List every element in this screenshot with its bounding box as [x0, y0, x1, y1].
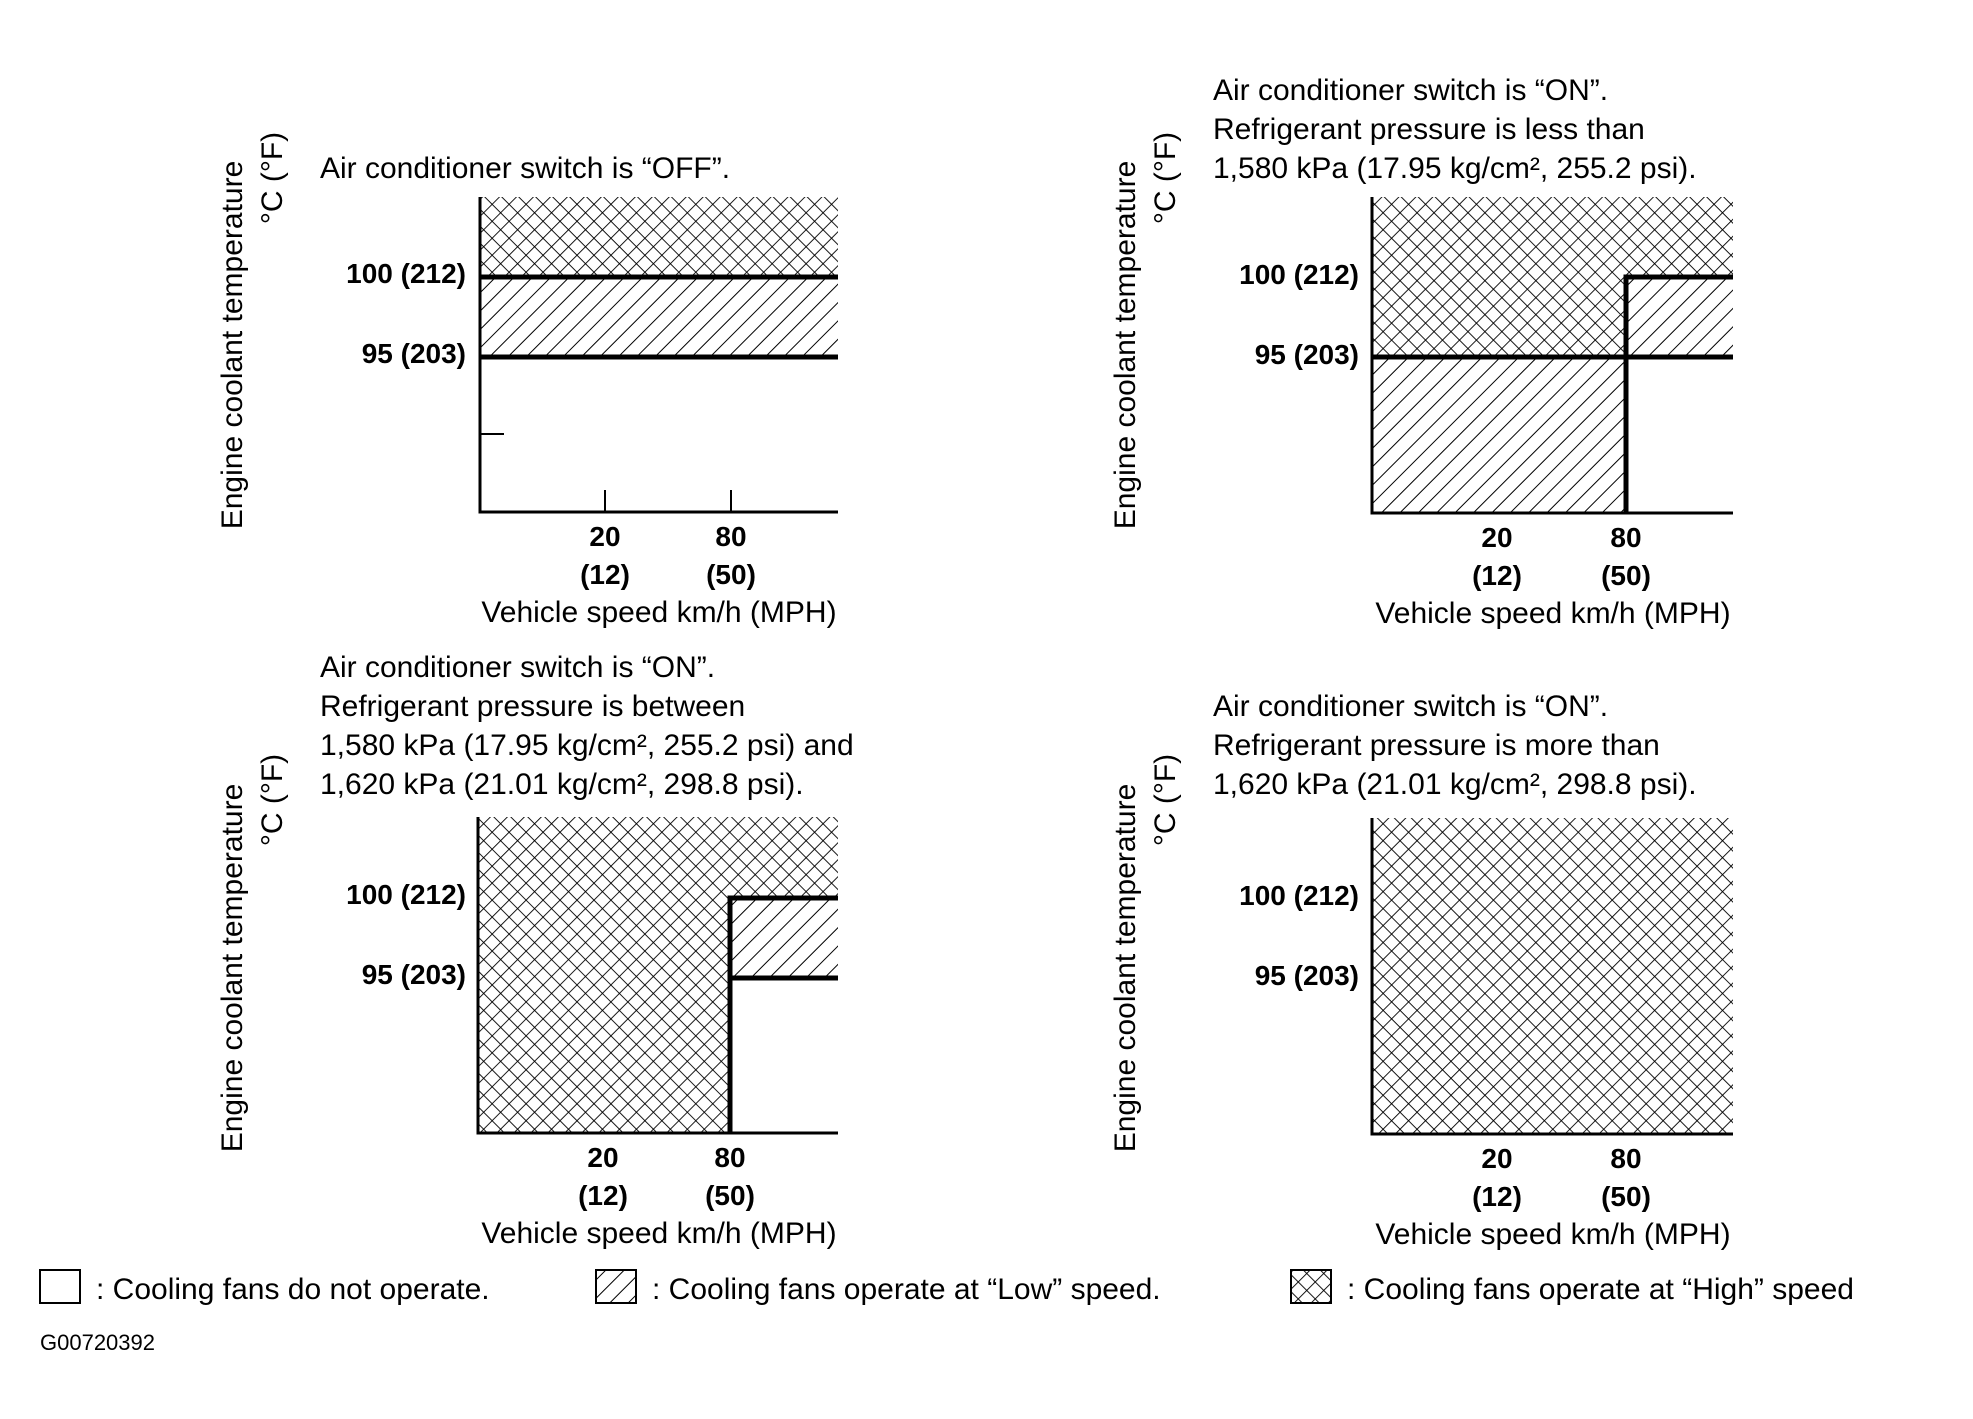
- y-axis-unit: °C (°F): [256, 754, 289, 846]
- low-speed-region: [1372, 357, 1626, 513]
- boundary-100c: [727, 895, 838, 1133]
- high-speed-region: [1372, 277, 1626, 357]
- y-axis-unit: °C (°F): [256, 132, 289, 224]
- panel-ac-on-high-pressure: Air conditioner switch is “ON”. Refriger…: [1109, 690, 1733, 1251]
- y-axis-unit: °C (°F): [1149, 132, 1182, 224]
- chart-frame: [476, 817, 838, 1135]
- y-axis-label: Engine coolant temperature: [216, 161, 249, 530]
- low-speed-region: [1626, 277, 1733, 357]
- panel-caption-line: 1,580 kPa (17.95 kg/cm², 255.2 psi) and: [320, 729, 854, 762]
- panel-ac-on-low-pressure: Air conditioner switch is “ON”. Refriger…: [1109, 74, 1733, 630]
- y-axis-label: Engine coolant temperature: [1109, 784, 1142, 1153]
- y-tick-label: 95 (203): [362, 959, 466, 990]
- figure-code: G00720392: [40, 1330, 155, 1355]
- x-tick-label: (12): [1472, 1181, 1522, 1212]
- panel-caption-line: Air conditioner switch is “ON”.: [1213, 74, 1608, 107]
- boundary-100c: [1623, 274, 1733, 513]
- low-speed-region: [730, 898, 838, 978]
- x-tick-label: (12): [1472, 560, 1522, 591]
- high-speed-region: [478, 817, 838, 898]
- chart-frame: [1370, 818, 1733, 1136]
- x-axis-label: Vehicle speed km/h (MPH): [1375, 597, 1730, 630]
- panel-caption-line: 1,620 kPa (21.01 kg/cm², 298.8 psi).: [1213, 768, 1697, 801]
- panel-caption-line: 1,620 kPa (21.01 kg/cm², 298.8 psi).: [320, 768, 804, 801]
- y-tick-label: 95 (203): [1255, 960, 1359, 991]
- y-tick-label: 100 (212): [346, 258, 466, 289]
- panel-caption-line: Air conditioner switch is “ON”.: [1213, 690, 1608, 723]
- panel-caption-line: Refrigerant pressure is more than: [1213, 729, 1660, 762]
- x-tick-label: 80: [715, 521, 746, 552]
- x-axis-label: Vehicle speed km/h (MPH): [1375, 1218, 1730, 1251]
- low-speed-region: [480, 277, 838, 357]
- high-speed-region: [1372, 197, 1733, 277]
- high-speed-region: [1372, 818, 1733, 1134]
- x-tick-label: (50): [1601, 1181, 1651, 1212]
- legend-label-off: : Cooling fans do not operate.: [96, 1273, 490, 1306]
- chart-frame: [1370, 197, 1733, 515]
- high-speed-region: [480, 197, 838, 277]
- chart-frame: [478, 197, 838, 514]
- x-tick-label: 20: [589, 521, 620, 552]
- x-tick-label: (50): [1601, 560, 1651, 591]
- y-tick-label: 100 (212): [1239, 880, 1359, 911]
- panel-caption-line: 1,580 kPa (17.95 kg/cm², 255.2 psi).: [1213, 152, 1697, 185]
- x-axis-label: Vehicle speed km/h (MPH): [481, 596, 836, 629]
- x-tick-label: 20: [1481, 522, 1512, 553]
- panel-caption-line: Refrigerant pressure is less than: [1213, 113, 1645, 146]
- y-axis-label: Engine coolant temperature: [1109, 161, 1142, 530]
- y-tick-label: 95 (203): [1255, 339, 1359, 370]
- y-axis-unit: °C (°F): [1149, 754, 1182, 846]
- x-tick-label: 80: [1610, 522, 1641, 553]
- legend-swatch-low: [595, 1269, 637, 1304]
- x-tick-label: 80: [714, 1142, 745, 1173]
- x-tick-label: 20: [1481, 1143, 1512, 1174]
- y-tick-label: 100 (212): [346, 879, 466, 910]
- x-tick-label: 80: [1610, 1143, 1641, 1174]
- panel-caption-line: Refrigerant pressure is between: [320, 690, 745, 723]
- x-axis-label: Vehicle speed km/h (MPH): [481, 1217, 836, 1250]
- legend-label-low: : Cooling fans operate at “Low” speed.: [652, 1273, 1161, 1306]
- y-tick-label: 95 (203): [362, 338, 466, 369]
- legend: : Cooling fans do not operate. : Cooling…: [39, 1269, 1854, 1306]
- x-tick-label: (50): [706, 559, 756, 590]
- legend-label-high: : Cooling fans operate at “High” speed: [1347, 1273, 1854, 1306]
- panel-ac-off: Air conditioner switch is “OFF”. 100 (21…: [216, 132, 838, 629]
- x-tick-label: (12): [580, 559, 630, 590]
- legend-swatch-off: [39, 1269, 81, 1304]
- y-tick-label: 100 (212): [1239, 259, 1359, 290]
- high-speed-region: [478, 898, 730, 1133]
- y-axis-label: Engine coolant temperature: [216, 784, 249, 1153]
- x-tick-label: 20: [587, 1142, 618, 1173]
- panel-caption-line: Air conditioner switch is “ON”.: [320, 651, 715, 684]
- legend-swatch-high: [1290, 1269, 1332, 1304]
- x-tick-label: (12): [578, 1180, 628, 1211]
- x-tick-label: (50): [705, 1180, 755, 1211]
- panel-ac-on-mid-pressure: Air conditioner switch is “ON”. Refriger…: [216, 651, 854, 1250]
- panel-caption-line: Air conditioner switch is “OFF”.: [320, 152, 730, 185]
